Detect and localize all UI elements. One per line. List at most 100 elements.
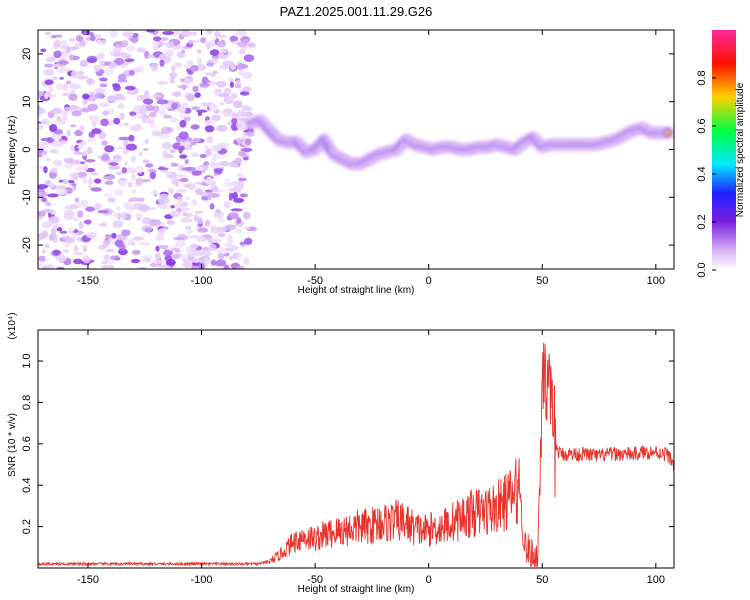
noise-blob [98,131,106,140]
noise-blob [99,60,105,69]
x-tick-label: 50 [536,275,548,287]
noise-blob [234,157,242,164]
noise-blob [205,148,213,157]
noise-blob [229,81,234,88]
noise-blob [222,60,234,68]
noise-blob [151,259,164,265]
noise-blob [183,77,192,86]
noise-blob [45,243,50,249]
colorbar-tick-label: 0.2 [696,214,708,229]
noise-blob [115,205,121,211]
noise-blob [204,219,211,227]
noise-blob [62,235,71,242]
snr-x-label: Height of straight line (km) [298,584,415,595]
noise-blob [155,234,164,242]
noise-blob [100,118,109,127]
noise-blob [223,96,235,105]
noise-blob [143,255,154,259]
noise-blob [145,118,156,124]
noise-blob [80,161,85,165]
noise-blob [106,108,115,115]
noise-blob [132,236,145,241]
noise-blob [40,230,49,239]
noise-blob [242,132,247,138]
noise-blob [241,86,253,92]
noise-blob [72,252,84,256]
noise-blob [182,261,193,268]
noise-blob [152,45,160,51]
noise-blob [115,44,122,48]
noise-blob [96,53,104,60]
noise-blob [235,79,241,86]
noise-blob [213,173,218,177]
noise-blob [82,164,89,172]
noise-blob [152,36,162,42]
noise-blob [183,183,192,188]
noise-blob [65,80,72,85]
noise-blob [82,176,88,184]
noise-blob [236,41,248,48]
noise-blob [110,255,120,260]
noise-blob [184,159,189,165]
noise-blob [204,125,215,133]
noise-blob [85,37,91,41]
y-tick-label: 20 [21,48,33,60]
noise-blob [157,81,169,85]
noise-blob [236,172,244,179]
noise-blob [206,79,211,83]
noise-blob [91,120,97,128]
noise-blob [52,226,58,230]
noise-blob [229,255,234,261]
snr-series-line [38,342,674,568]
noise-blob [161,142,173,150]
noise-blob [179,112,186,118]
noise-blob [62,249,70,253]
noise-blob [144,138,149,145]
noise-blob [166,171,172,176]
noise-blob [43,69,55,76]
noise-blob [56,83,64,90]
noise-blob [206,30,213,35]
noise-blob [199,83,210,87]
noise-blob [60,39,68,48]
noise-blob [117,103,125,110]
noise-blob [229,35,239,43]
noise-blob [245,131,254,137]
noise-blob [142,217,152,225]
noise-blob [183,116,191,122]
noise-blob [244,226,251,230]
noise-blob [41,248,46,255]
noise-blob [44,79,54,85]
noise-blob [76,202,83,208]
noise-blob [240,121,246,129]
ridge-core [663,130,672,136]
noise-blob [113,84,121,92]
noise-blob [156,99,169,105]
noise-blob [199,154,207,158]
noise-blob [237,137,242,146]
noise-blob [138,107,148,115]
noise-blob [42,266,50,269]
noise-blob [142,147,149,152]
noise-blob [128,134,135,142]
noise-blob [159,244,169,250]
noise-blob [73,151,84,155]
noise-blob [99,77,108,82]
noise-blob [84,159,96,163]
noise-blob [157,55,169,60]
snr-panel: -150 -100 -50 0 50 100 0.2 0.4 0.6 0.8 1.0 Height… [7,312,675,595]
noise-blob [118,248,128,256]
noise-blob [173,237,185,241]
noise-blob [56,115,61,122]
noise-blob [243,211,251,220]
noise-blob [212,153,224,160]
noise-blob [115,171,124,175]
noise-blob [86,232,98,239]
noise-blob [74,159,80,163]
noise-blob [129,37,139,43]
noise-blob [135,95,142,102]
noise-blob [98,223,107,227]
noise-blob [165,41,175,49]
noise-blob [135,197,145,202]
noise-blob [161,103,173,110]
